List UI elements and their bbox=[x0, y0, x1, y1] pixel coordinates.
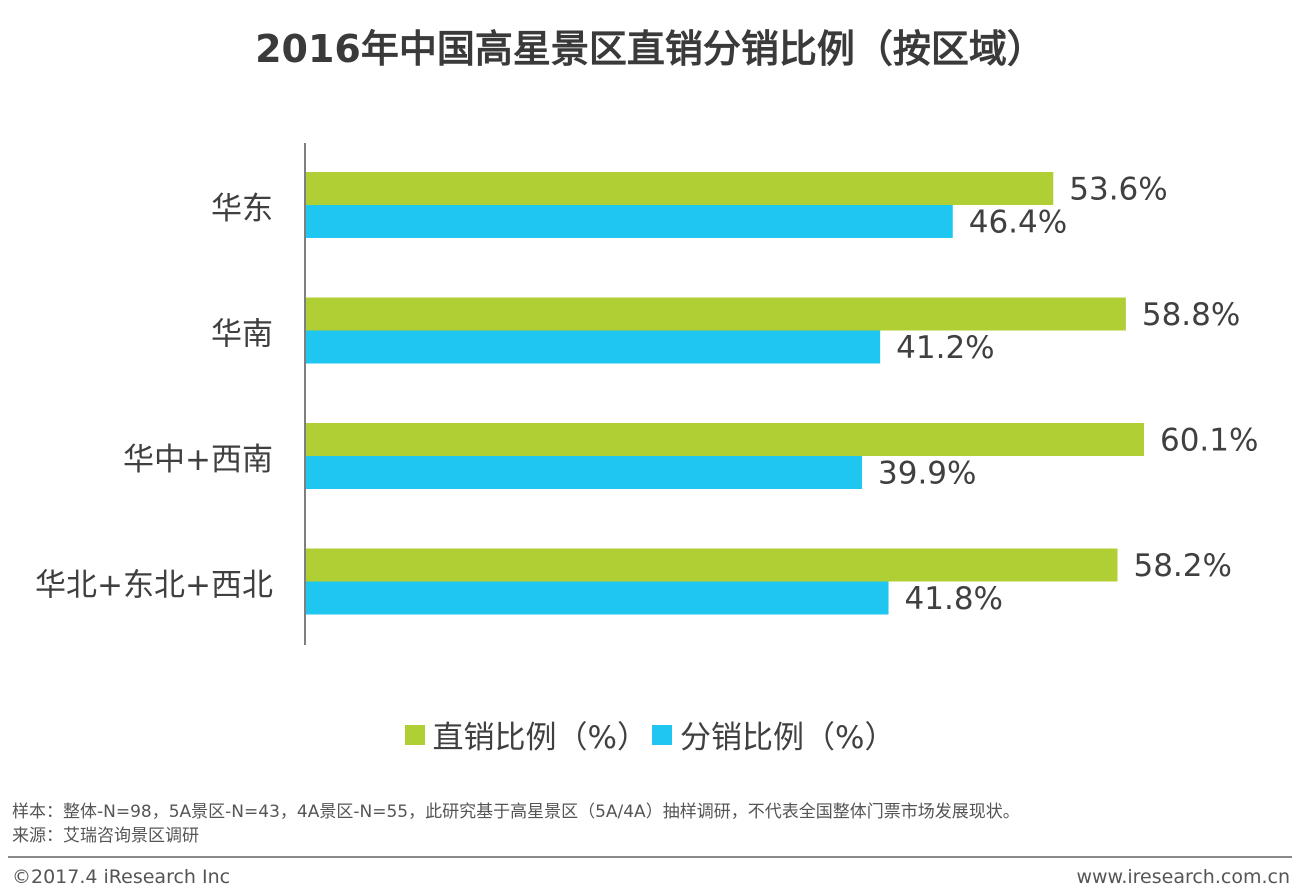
data-label: 41.8% bbox=[905, 581, 1003, 617]
legend-label-direct: 直销比例（%） bbox=[432, 720, 648, 756]
bar bbox=[305, 205, 953, 238]
data-label: 53.6% bbox=[1069, 172, 1167, 208]
website-link[interactable]: www.iresearch.com.cn bbox=[1076, 866, 1290, 888]
bar bbox=[305, 330, 881, 364]
category-label: 华中+西南 bbox=[123, 442, 273, 478]
bar bbox=[305, 581, 889, 615]
bar bbox=[305, 423, 1144, 456]
footer-divider bbox=[8, 856, 1292, 858]
data-label: 58.2% bbox=[1133, 548, 1231, 584]
legend-label-distribution: 分销比例（%） bbox=[680, 720, 896, 756]
data-label: 41.2% bbox=[896, 330, 994, 366]
category-label: 华东 bbox=[211, 191, 273, 227]
bar bbox=[305, 172, 1054, 205]
legend-swatch-direct bbox=[404, 724, 425, 745]
chart-title: 2016年中国高星景区直销分销比例（按区域） bbox=[255, 27, 1045, 71]
data-label: 60.1% bbox=[1160, 423, 1258, 459]
footnote: 样本：整体-N=98，5A景区-N=43，4A景区-N=55，此研究基于高星景区… bbox=[12, 800, 1020, 848]
copyright-text: ©2017.4 iResearch Inc bbox=[12, 866, 231, 888]
sample-note: 样本：整体-N=98，5A景区-N=43，4A景区-N=55，此研究基于高星景区… bbox=[12, 802, 1020, 822]
category-label: 华南 bbox=[211, 317, 273, 353]
bar bbox=[305, 456, 863, 489]
source-note: 来源：艾瑞咨询景区调研 bbox=[12, 826, 199, 846]
bar bbox=[305, 297, 1126, 331]
legend-item-distribution: 分销比例（%） bbox=[652, 712, 895, 757]
chart-legend: 直销比例（%） 分销比例（%） bbox=[0, 712, 1300, 757]
category-label: 华北+东北+西北 bbox=[35, 568, 273, 604]
data-label: 39.9% bbox=[878, 456, 976, 492]
bar bbox=[305, 548, 1118, 582]
legend-swatch-distribution bbox=[652, 724, 672, 745]
data-label: 58.8% bbox=[1142, 297, 1240, 333]
legend-item-direct: 直销比例（%） bbox=[404, 712, 648, 757]
bar-chart: 华东 53.6%46.4% 华南 58.8% 41.2% 华中+西南 60.1% 39.9% 华… bbox=[35, 143, 1258, 645]
data-label: 46.4% bbox=[969, 205, 1067, 241]
